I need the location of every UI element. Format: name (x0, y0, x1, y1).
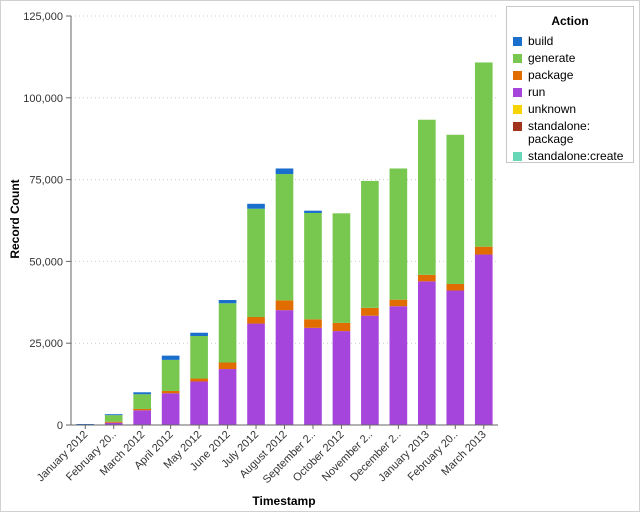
legend-item-standalone-create[interactable]: standalone:create (513, 150, 623, 163)
bar-segment-generate[interactable] (275, 174, 294, 301)
legend-label: generate (528, 51, 576, 65)
bar-segment-run[interactable] (474, 254, 493, 425)
bar-segment-package[interactable] (389, 299, 408, 307)
bar-segment-package[interactable] (133, 408, 151, 411)
bar-segment-generate[interactable] (332, 213, 351, 323)
bar-segment-package[interactable] (104, 421, 123, 423)
legend-label: standalone:create (528, 149, 624, 163)
legend-swatch (513, 71, 522, 80)
legend-label: build (528, 34, 554, 48)
bar-segment-build[interactable] (76, 424, 95, 425)
bar-segment-run[interactable] (332, 331, 351, 425)
y-tick-label: 0 (57, 420, 63, 432)
bar-segment-build[interactable] (304, 210, 322, 213)
y-tick-label: 25,000 (29, 338, 63, 350)
legend-item-standalone-package[interactable]: standalone: package (513, 120, 590, 146)
legend-item-package[interactable]: package (513, 69, 573, 82)
bar-segment-package[interactable] (161, 390, 180, 394)
bar-segment-generate[interactable] (389, 168, 408, 300)
legend-swatch (513, 54, 522, 63)
bar-segment-package[interactable] (247, 317, 265, 324)
bar-segment-build[interactable] (133, 392, 151, 395)
legend-label: run (528, 85, 546, 99)
bar-segment-package[interactable] (275, 300, 294, 311)
bar-segment-run[interactable] (190, 381, 208, 425)
bar-segment-package[interactable] (190, 378, 208, 382)
bar-segment-generate[interactable] (304, 212, 322, 320)
bar-segment-package[interactable] (332, 322, 351, 332)
y-tick-label: 125,000 (23, 11, 63, 23)
legend-swatch (513, 122, 522, 131)
y-axis-title: Record Count (8, 179, 22, 258)
bars (76, 62, 493, 426)
bar-segment-package[interactable] (218, 362, 237, 370)
bar-segment-package[interactable] (418, 274, 436, 282)
bar-segment-generate[interactable] (161, 359, 180, 391)
bar-segment-run[interactable] (304, 327, 322, 425)
bar-segment-package[interactable] (304, 319, 322, 328)
bar-segment-run[interactable] (361, 315, 379, 425)
y-tick-label: 100,000 (23, 93, 63, 105)
legend-swatch (513, 37, 522, 46)
bar-segment-build[interactable] (275, 168, 294, 175)
bar-segment-generate[interactable] (361, 180, 379, 308)
legend-item-unknown[interactable]: unknown (513, 103, 576, 116)
legend-label: unknown (528, 102, 577, 116)
bar-segment-build[interactable] (247, 203, 265, 209)
legend: Action build generate package run unknown sta… (506, 6, 634, 163)
bar-segment-package[interactable] (474, 246, 493, 255)
bar-segment-generate[interactable] (218, 303, 237, 363)
bar-segment-run[interactable] (389, 306, 408, 425)
bar-segment-generate[interactable] (247, 208, 265, 318)
legend-label: standalone: package (528, 119, 591, 146)
legend-item-run[interactable]: run (513, 86, 545, 99)
bar-segment-generate[interactable] (133, 394, 151, 409)
bar-segment-generate[interactable] (418, 119, 436, 275)
legend-swatch (513, 88, 522, 97)
bar-segment-run[interactable] (133, 410, 151, 425)
bar-segment-generate[interactable] (104, 415, 123, 422)
y-tick-label: 50,000 (29, 256, 63, 268)
bar-segment-run[interactable] (161, 393, 180, 425)
bar-segment-run[interactable] (418, 281, 436, 425)
bar-segment-run[interactable] (446, 290, 465, 425)
bar-segment-package[interactable] (361, 307, 379, 316)
bar-segment-run[interactable] (275, 310, 294, 425)
bar-segment-generate[interactable] (446, 134, 465, 284)
y-ticks: 0 25,000 50,000 75,000 100,000 125,000 (23, 11, 71, 432)
bar-segment-build[interactable] (190, 332, 208, 337)
legend-item-build[interactable]: build (513, 35, 553, 48)
bar-segment-generate[interactable] (190, 336, 208, 379)
legend-item-generate[interactable]: generate (513, 52, 575, 65)
legend-title: Action (551, 14, 589, 28)
bar-segment-generate[interactable] (474, 62, 493, 247)
bar-segment-build[interactable] (218, 300, 237, 304)
legend-swatch (513, 105, 522, 114)
bar-segment-run[interactable] (104, 422, 123, 425)
bar-segment-build[interactable] (104, 414, 123, 416)
bar-segment-run[interactable] (247, 323, 265, 425)
bar-segment-run[interactable] (218, 369, 237, 425)
bar-segment-build[interactable] (161, 355, 180, 360)
legend-label: package (528, 68, 574, 82)
y-tick-label: 75,000 (29, 175, 63, 187)
legend-swatch (513, 152, 522, 161)
bar-segment-package[interactable] (446, 283, 465, 291)
x-axis-title: Timestamp (252, 494, 315, 508)
